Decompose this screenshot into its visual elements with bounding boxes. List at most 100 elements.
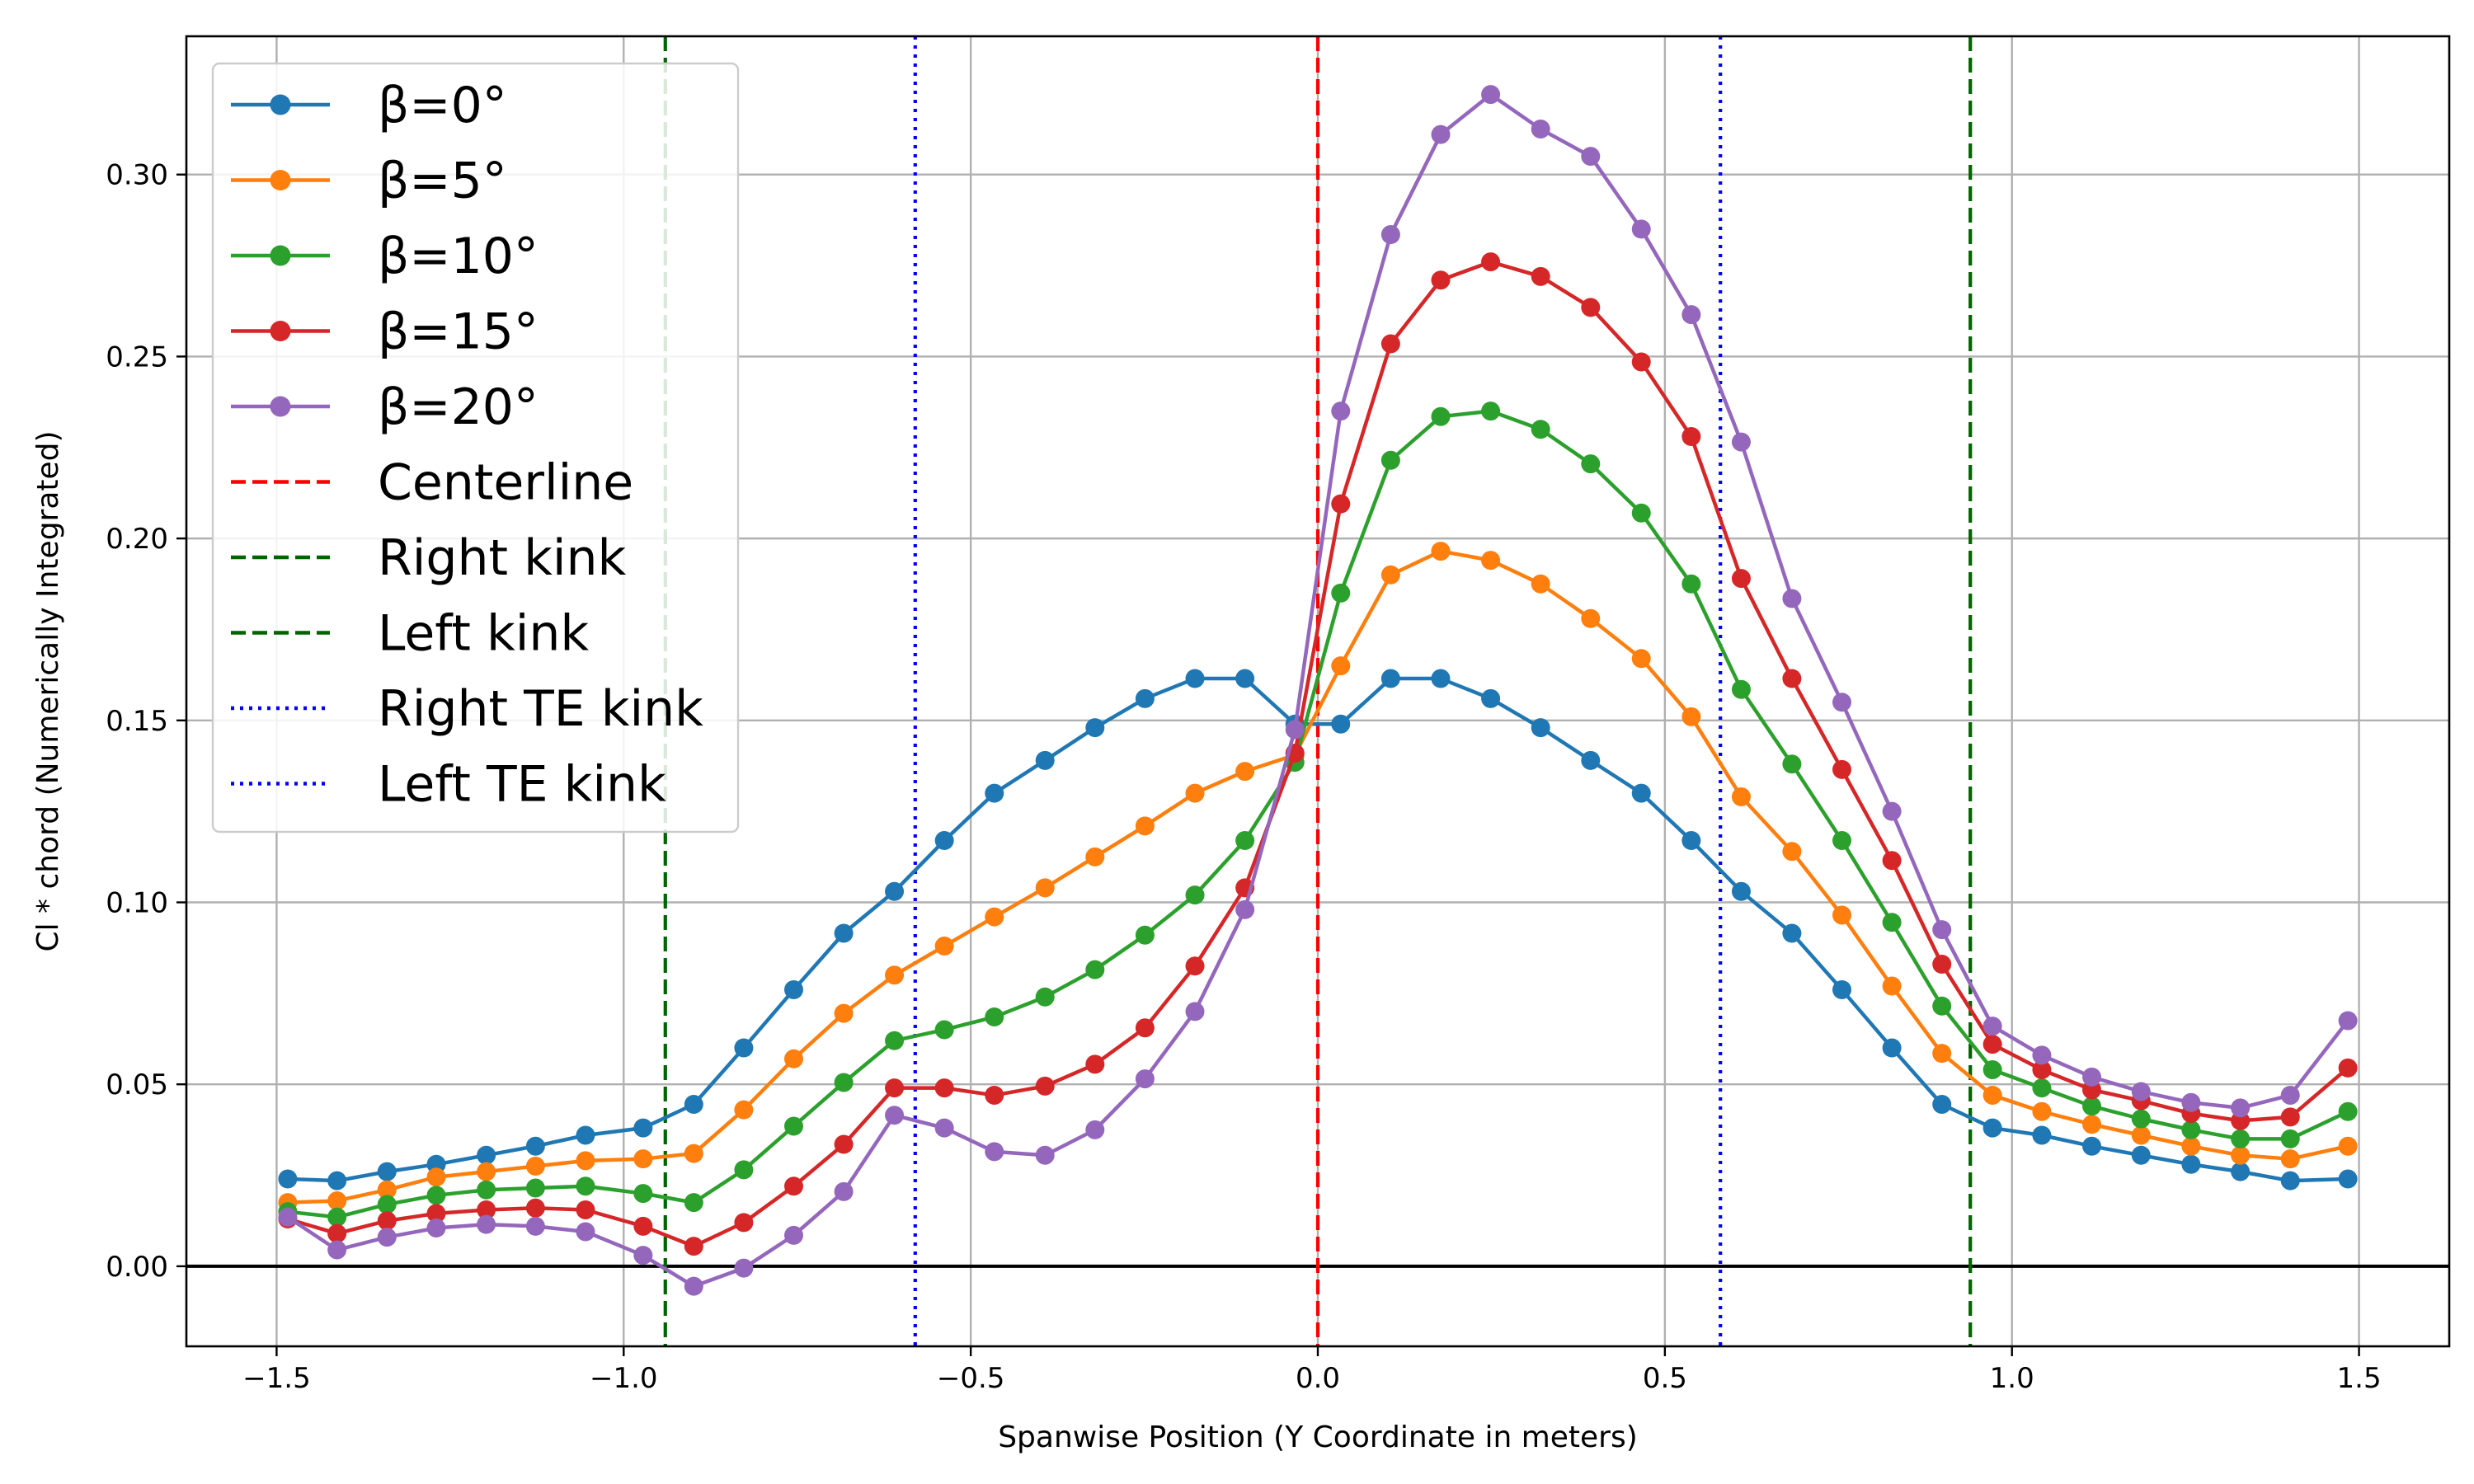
data-point bbox=[1285, 720, 1305, 740]
data-point bbox=[2338, 1169, 2358, 1189]
series-1 bbox=[278, 542, 2358, 1213]
data-point bbox=[1331, 494, 1351, 514]
data-point bbox=[784, 1176, 804, 1196]
data-point bbox=[985, 1142, 1004, 1162]
data-point bbox=[1581, 750, 1601, 770]
data-point bbox=[1631, 503, 1651, 523]
data-point bbox=[2032, 1078, 2052, 1098]
data-point bbox=[426, 1219, 446, 1238]
data-point bbox=[1235, 669, 1255, 688]
data-point bbox=[1135, 925, 1155, 945]
data-point bbox=[1782, 589, 1802, 608]
data-point bbox=[1331, 583, 1351, 603]
data-point bbox=[1331, 714, 1351, 734]
data-point bbox=[426, 1204, 446, 1223]
data-point bbox=[1135, 1069, 1155, 1089]
legend-swatch-marker bbox=[270, 245, 291, 266]
data-point bbox=[1681, 305, 1701, 325]
data-point bbox=[1035, 1076, 1055, 1096]
legend-label: Left TE kink bbox=[378, 756, 666, 814]
data-point bbox=[2280, 1149, 2300, 1169]
data-point bbox=[1731, 432, 1751, 452]
data-point bbox=[1782, 669, 1802, 688]
data-point bbox=[985, 783, 1004, 803]
data-point bbox=[2231, 1145, 2251, 1165]
series-line bbox=[286, 92, 2349, 1289]
data-point bbox=[426, 1167, 446, 1187]
data-point bbox=[477, 1214, 496, 1234]
data-point bbox=[1431, 542, 1451, 561]
data-point bbox=[2032, 1125, 2052, 1145]
data-point bbox=[1481, 402, 1501, 421]
data-point bbox=[1982, 1060, 2002, 1080]
data-point bbox=[2082, 1136, 2102, 1156]
data-point bbox=[2131, 1109, 2151, 1129]
y-tick-label: 0.20 bbox=[106, 523, 168, 556]
data-point bbox=[2231, 1129, 2251, 1148]
legend-label: β=5° bbox=[378, 153, 507, 210]
data-point bbox=[784, 1116, 804, 1136]
legend-label: β=10° bbox=[378, 228, 539, 285]
data-point bbox=[734, 1038, 754, 1058]
data-point bbox=[684, 1237, 703, 1256]
data-point bbox=[684, 1193, 703, 1213]
legend-item: Centerline bbox=[231, 454, 633, 512]
data-point bbox=[1631, 219, 1651, 239]
y-tick-label: 0.00 bbox=[106, 1251, 168, 1284]
series-0 bbox=[278, 669, 2358, 1190]
data-point bbox=[1531, 718, 1550, 738]
data-point bbox=[1481, 551, 1501, 571]
data-point bbox=[633, 1246, 653, 1266]
data-point bbox=[2280, 1129, 2300, 1148]
legend-item: β=15° bbox=[231, 303, 539, 361]
data-point bbox=[1135, 816, 1155, 836]
data-point bbox=[934, 830, 954, 850]
data-point bbox=[2280, 1085, 2300, 1105]
data-point bbox=[1380, 334, 1400, 354]
data-point bbox=[1531, 120, 1550, 139]
data-point bbox=[377, 1211, 397, 1231]
data-point bbox=[1581, 147, 1601, 167]
data-point bbox=[1681, 574, 1701, 594]
data-point bbox=[1185, 885, 1205, 905]
data-point bbox=[1681, 830, 1701, 850]
data-point bbox=[1185, 669, 1205, 688]
legend-swatch-marker bbox=[270, 396, 291, 417]
data-point bbox=[1380, 225, 1400, 245]
legend-label: β=20° bbox=[378, 378, 539, 436]
data-point bbox=[885, 1078, 905, 1098]
data-point bbox=[2181, 1092, 2201, 1112]
data-point bbox=[1235, 762, 1255, 782]
data-point bbox=[784, 979, 804, 999]
data-point bbox=[784, 1049, 804, 1068]
data-point bbox=[1481, 688, 1501, 708]
data-point bbox=[576, 1125, 595, 1145]
data-point bbox=[1185, 1002, 1205, 1021]
x-tick-label: 0.0 bbox=[1296, 1362, 1340, 1395]
legend-item: Right TE kink bbox=[231, 680, 703, 738]
data-point bbox=[1135, 688, 1155, 708]
x-tick-label: −1.5 bbox=[242, 1362, 311, 1395]
data-point bbox=[278, 1207, 298, 1227]
data-point bbox=[1932, 1044, 1952, 1064]
data-point bbox=[1581, 454, 1601, 474]
data-point bbox=[1882, 1038, 1902, 1058]
data-point bbox=[834, 923, 854, 943]
data-point bbox=[1135, 1018, 1155, 1038]
data-point bbox=[477, 1180, 496, 1200]
data-point bbox=[1832, 693, 1851, 712]
data-point bbox=[834, 1003, 854, 1023]
data-point bbox=[1235, 830, 1255, 850]
data-point bbox=[985, 907, 1004, 927]
data-point bbox=[576, 1176, 595, 1196]
data-point bbox=[2131, 1125, 2151, 1145]
data-point bbox=[525, 1178, 545, 1198]
data-point bbox=[1531, 574, 1550, 594]
data-point bbox=[377, 1195, 397, 1214]
data-point bbox=[1331, 656, 1351, 676]
data-point bbox=[1581, 298, 1601, 317]
data-point bbox=[1731, 881, 1751, 901]
data-point bbox=[1085, 718, 1105, 738]
x-axis-title: Spanwise Position (Y Coordinate in meter… bbox=[998, 1421, 1638, 1454]
data-point bbox=[2131, 1082, 2151, 1101]
